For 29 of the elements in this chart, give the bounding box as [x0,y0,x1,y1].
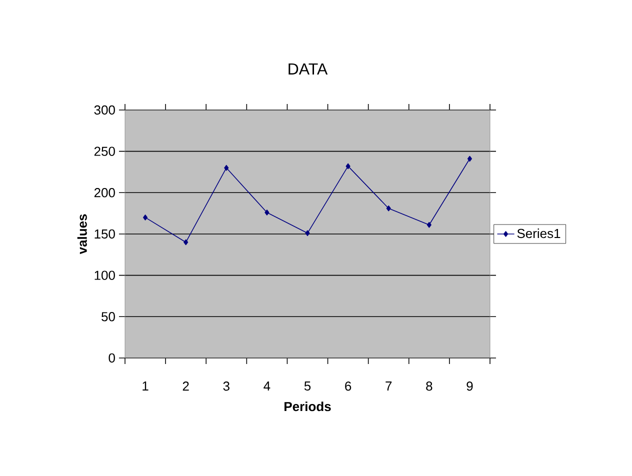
y-tick-label: 250 [94,146,115,156]
x-tick-label: 4 [264,382,270,390]
x-tick-label: 5 [304,382,311,391]
legend-label: Series1 [517,228,560,238]
point [224,164,229,171]
point [264,210,270,216]
y-axis-title: values [77,214,87,254]
point [426,222,432,228]
chart-title: DATA [288,63,328,74]
x-tick-label: 3 [223,382,230,391]
y-tick-label: 50 [102,312,115,322]
point [305,230,310,236]
y-tick-label: 100 [94,270,115,280]
x-tick-label: 6 [345,382,352,391]
x-tick-label: 7 [386,382,392,390]
point [143,214,148,220]
x-tick-label: 8 [426,382,432,391]
point [386,205,391,212]
y-tick-label: 200 [94,188,115,198]
point [184,239,188,246]
point [346,163,350,170]
x-axis-title: Periods [284,402,331,412]
y-tick-label: 300 [94,105,115,115]
y-tick-label: 150 [94,229,115,239]
x-tick-label: 1 [142,382,148,390]
point [467,156,472,162]
x-tick-label: 9 [466,382,473,391]
y-tick-label: 0 [108,353,115,363]
x-tick-label: 2 [182,382,189,391]
